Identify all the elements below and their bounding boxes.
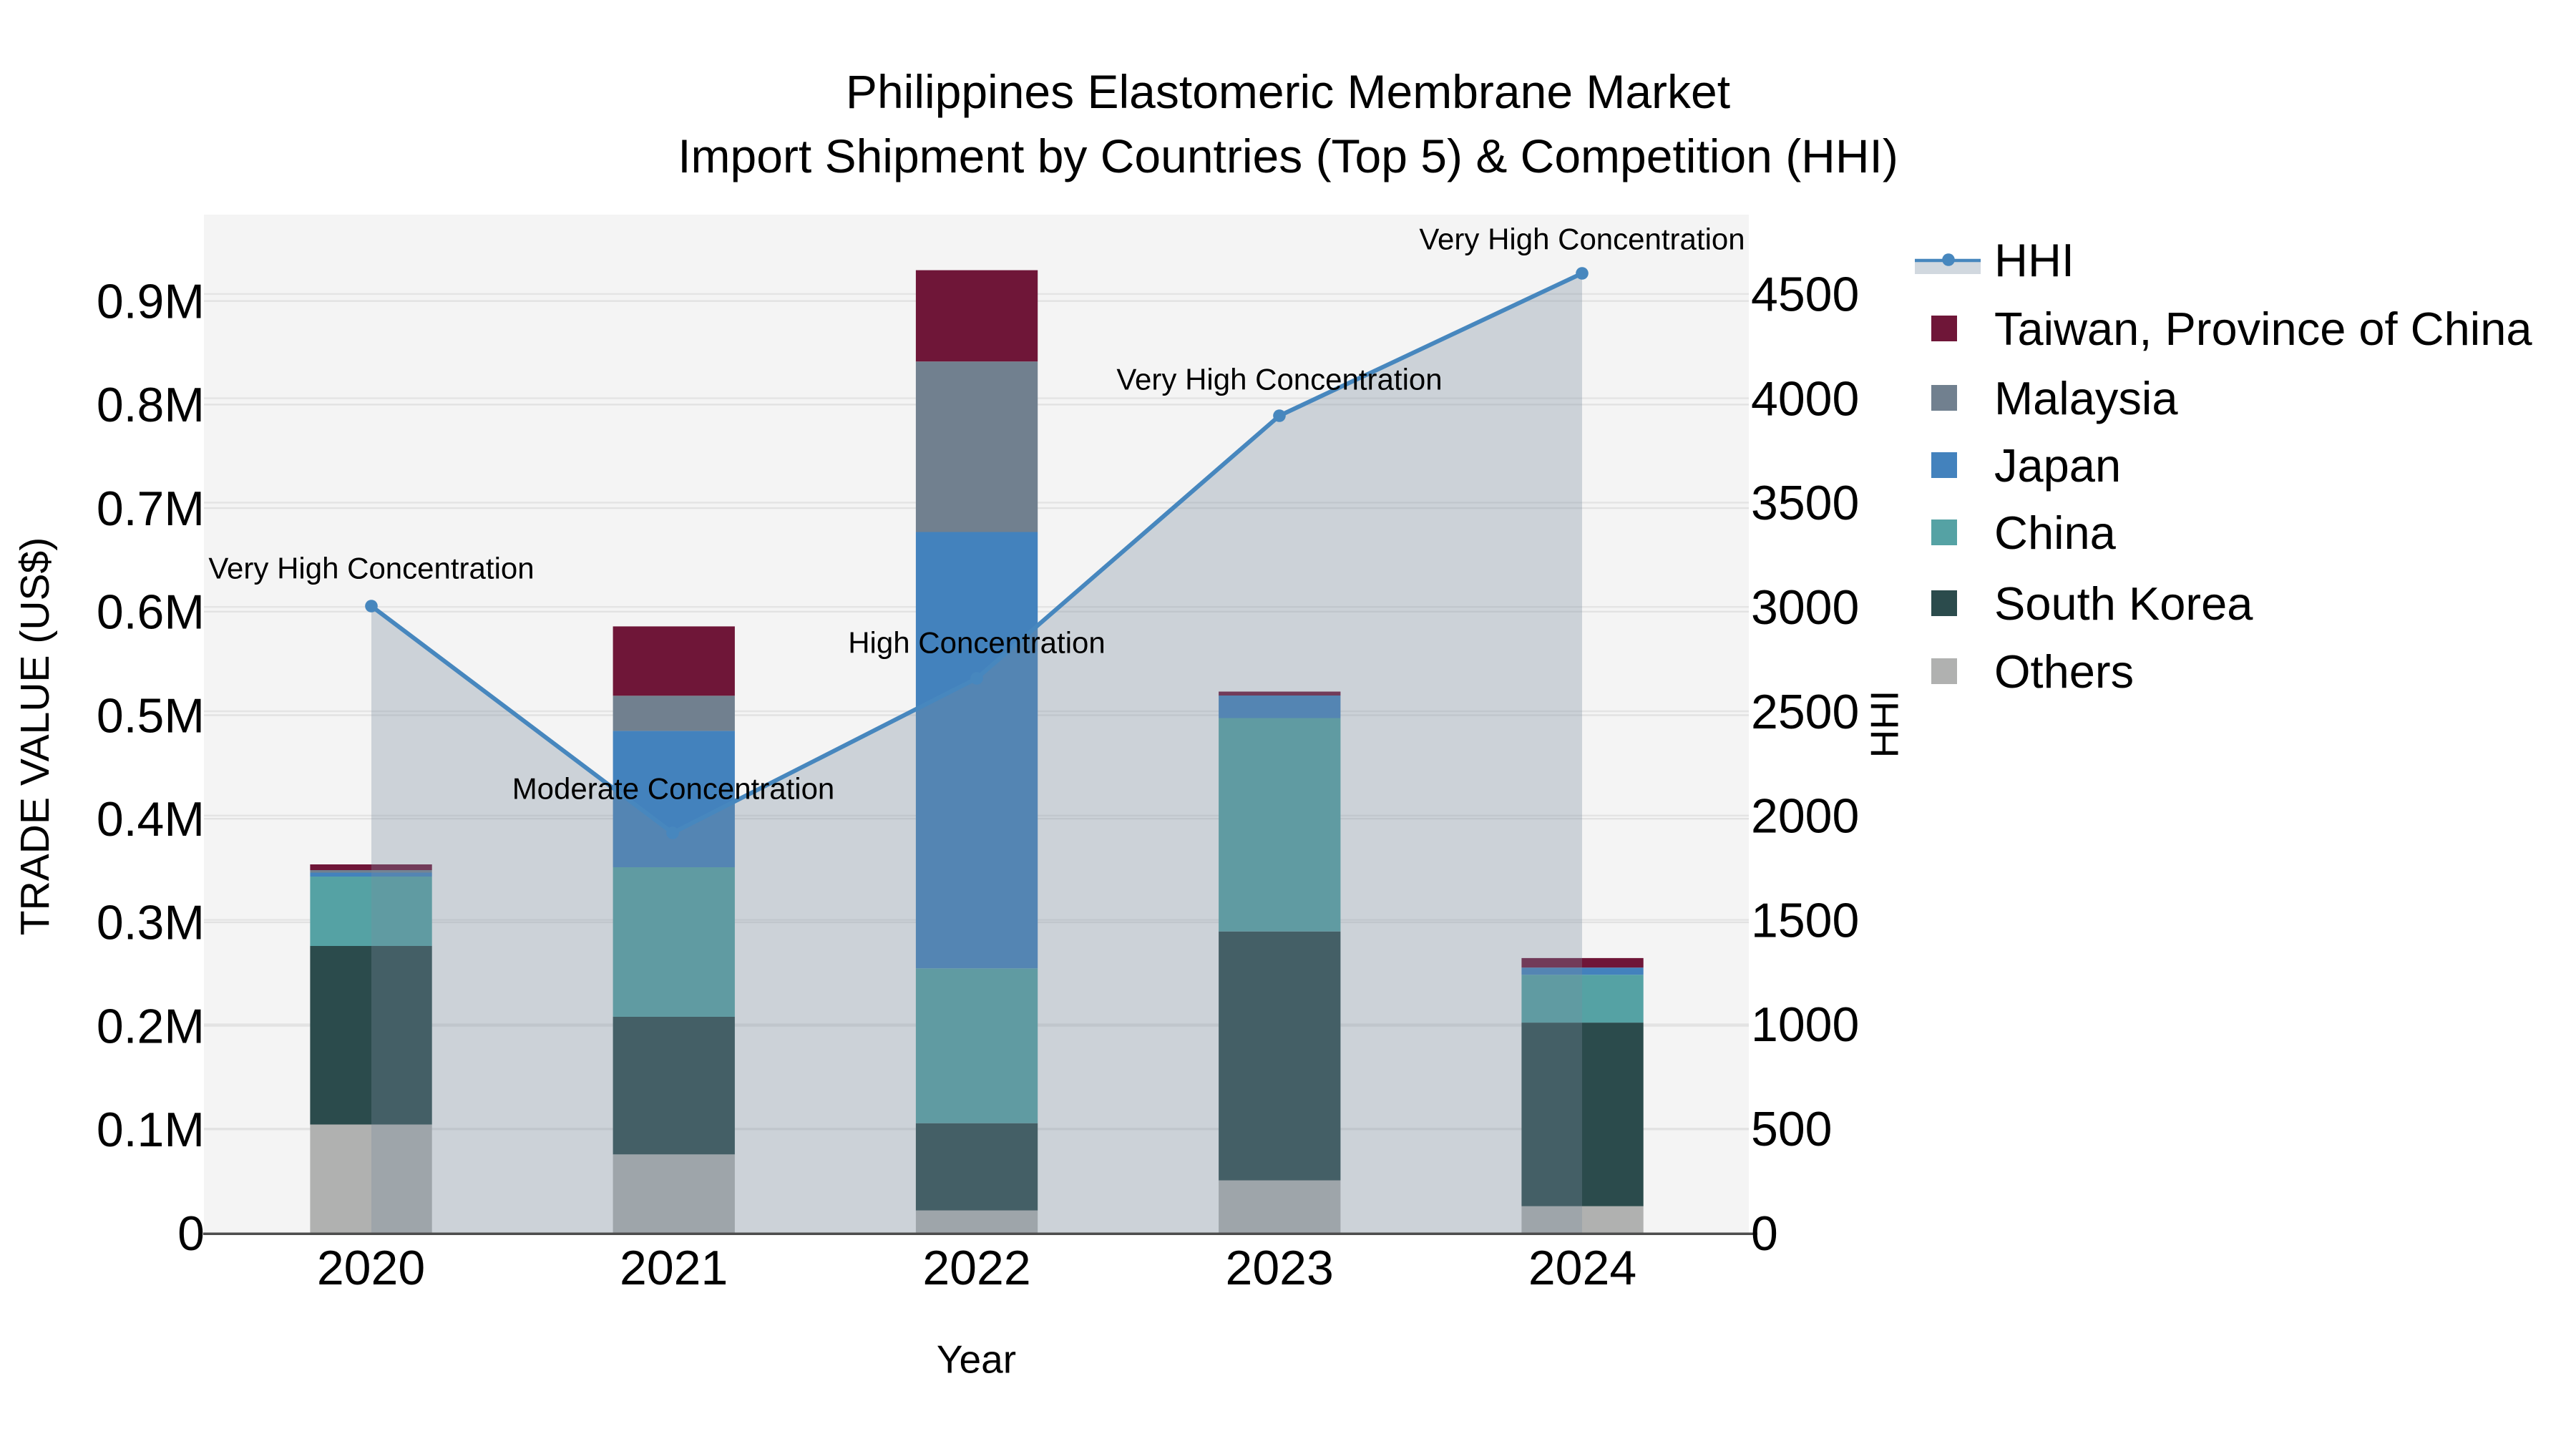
svg-text:2023: 2023 <box>1226 1241 1334 1295</box>
svg-text:0.7M: 0.7M <box>97 482 205 536</box>
svg-text:3500: 3500 <box>1751 476 1859 530</box>
svg-text:Others: Others <box>1994 645 2134 698</box>
svg-text:0.8M: 0.8M <box>97 378 205 432</box>
svg-text:0.1M: 0.1M <box>97 1103 205 1157</box>
svg-text:High Concentration: High Concentration <box>848 626 1106 660</box>
svg-text:HHI: HHI <box>1994 234 2074 286</box>
svg-text:0.2M: 0.2M <box>97 999 205 1053</box>
svg-text:0: 0 <box>177 1206 205 1261</box>
svg-text:Very High Concentration: Very High Concentration <box>1419 223 1745 256</box>
svg-text:0.4M: 0.4M <box>97 792 205 847</box>
svg-text:Very High Concentration: Very High Concentration <box>1116 363 1442 396</box>
svg-text:3000: 3000 <box>1751 580 1859 635</box>
svg-text:Taiwan, Province of China: Taiwan, Province of China <box>1994 303 2532 355</box>
svg-text:2500: 2500 <box>1751 685 1859 739</box>
svg-text:1000: 1000 <box>1751 997 1859 1052</box>
svg-text:2020: 2020 <box>317 1241 425 1295</box>
svg-text:0.5M: 0.5M <box>97 688 205 743</box>
svg-text:1500: 1500 <box>1751 893 1859 947</box>
svg-text:Very High Concentration: Very High Concentration <box>208 552 534 585</box>
svg-text:Japan: Japan <box>1994 439 2121 492</box>
svg-text:China: China <box>1994 507 2117 559</box>
svg-text:Moderate Concentration: Moderate Concentration <box>512 772 835 806</box>
svg-text:0: 0 <box>1751 1206 1778 1261</box>
svg-text:HHI: HHI <box>1862 691 1906 758</box>
svg-text:0.6M: 0.6M <box>97 585 205 640</box>
svg-text:500: 500 <box>1751 1102 1832 1156</box>
svg-text:Year: Year <box>937 1337 1016 1381</box>
svg-text:4500: 4500 <box>1751 268 1859 322</box>
svg-text:2021: 2021 <box>620 1241 728 1295</box>
svg-text:2022: 2022 <box>922 1241 1030 1295</box>
svg-text:TRADE VALUE (US$): TRADE VALUE (US$) <box>12 537 58 935</box>
svg-text:0.9M: 0.9M <box>97 275 205 329</box>
svg-text:2024: 2024 <box>1528 1241 1636 1295</box>
svg-text:Malaysia: Malaysia <box>1994 372 2178 424</box>
svg-text:Import Shipment by Countries (: Import Shipment by Countries (Top 5) & C… <box>678 130 1898 182</box>
svg-text:2000: 2000 <box>1751 789 1859 844</box>
svg-text:Philippines Elastomeric Membra: Philippines Elastomeric Membrane Market <box>846 65 1730 118</box>
svg-text:South Korea: South Korea <box>1994 577 2253 630</box>
svg-text:0.3M: 0.3M <box>97 896 205 950</box>
svg-text:4000: 4000 <box>1751 371 1859 426</box>
